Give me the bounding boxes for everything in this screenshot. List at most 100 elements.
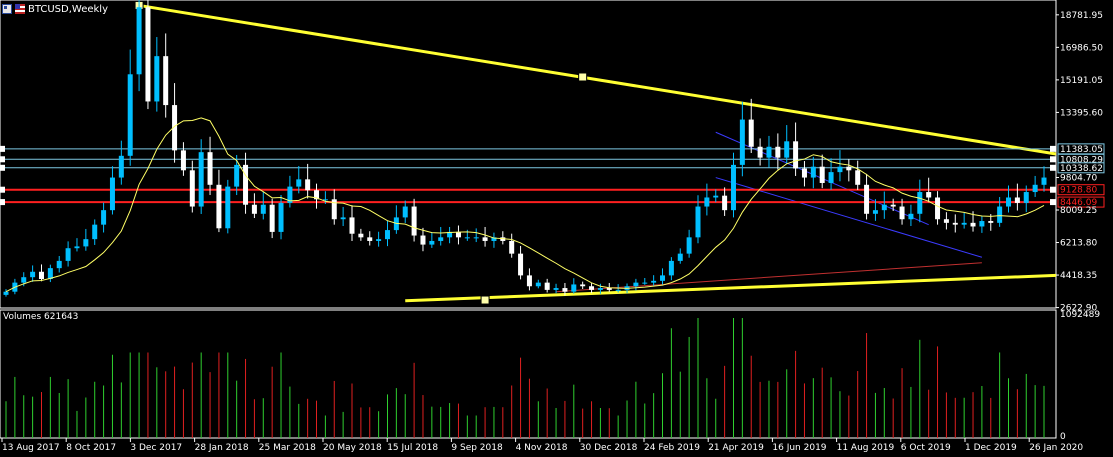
candle-body bbox=[1023, 192, 1029, 203]
line-handle[interactable] bbox=[1050, 156, 1056, 163]
trendline-anchor-handle[interactable] bbox=[578, 72, 588, 82]
candle-body bbox=[1032, 184, 1038, 193]
time-tick-label: 20 May 2018 bbox=[323, 443, 382, 453]
candle-body bbox=[207, 152, 213, 185]
time-tick-label: 15 Jul 2018 bbox=[387, 443, 438, 453]
time-tick-label: 13 Aug 2017 bbox=[2, 443, 60, 453]
line-handle[interactable] bbox=[1050, 145, 1056, 152]
candle-body bbox=[890, 204, 896, 207]
candle-body bbox=[420, 235, 426, 245]
candle-body bbox=[526, 275, 532, 287]
time-tick-label: 26 Jan 2020 bbox=[1029, 443, 1083, 453]
candle-body bbox=[411, 206, 417, 236]
candle-body bbox=[660, 275, 666, 281]
candle-body bbox=[997, 206, 1003, 223]
time-tick-label: 9 Sep 2018 bbox=[451, 443, 503, 453]
time-tick-label: 21 Apr 2019 bbox=[708, 443, 764, 453]
chart-title-bar: BTCUSD,Weekly bbox=[2, 2, 108, 16]
candle-body bbox=[21, 277, 27, 283]
candle-body bbox=[544, 282, 550, 290]
candle-body bbox=[722, 195, 728, 211]
moving-average-layer bbox=[5, 117, 1045, 293]
candle-body bbox=[438, 237, 444, 241]
volume-indicator-label: Volumes 621643 bbox=[3, 312, 79, 322]
line-handle[interactable] bbox=[1050, 186, 1056, 193]
candle-body bbox=[30, 271, 36, 278]
candle-body bbox=[402, 206, 408, 218]
bitcoin-flag-icon bbox=[2, 4, 12, 14]
time-tick-label: 25 Mar 2018 bbox=[259, 443, 316, 453]
candle-body bbox=[553, 288, 559, 290]
candle-body bbox=[784, 141, 790, 158]
candle-body bbox=[367, 237, 373, 241]
candle-body bbox=[819, 166, 825, 183]
candle-body bbox=[899, 206, 905, 220]
line-handle[interactable] bbox=[0, 156, 5, 163]
price-label: 11383.05 bbox=[1060, 145, 1103, 155]
line-handle[interactable] bbox=[0, 145, 5, 152]
candle-body bbox=[668, 260, 674, 276]
time-tick-label: 1 Dec 2019 bbox=[965, 443, 1017, 453]
candle-body bbox=[109, 177, 115, 211]
volume-tick-label: 0 bbox=[1060, 432, 1066, 442]
candle-body bbox=[908, 213, 914, 220]
price-label-box bbox=[1057, 184, 1105, 196]
time-tick-label: 28 Jan 2018 bbox=[195, 443, 249, 453]
candle-body bbox=[642, 282, 648, 284]
candle-body bbox=[979, 221, 985, 227]
candle-body bbox=[686, 237, 692, 254]
price-label: 8446.09 bbox=[1060, 198, 1097, 208]
channel-lower-line[interactable] bbox=[715, 177, 983, 258]
candle-body bbox=[695, 206, 701, 238]
candle-body bbox=[127, 74, 133, 156]
usd-flag-icon bbox=[15, 4, 25, 14]
time-tick-label: 11 Aug 2019 bbox=[837, 443, 895, 453]
candle-body bbox=[589, 286, 595, 290]
candle-body bbox=[251, 204, 257, 214]
price-tick-label: 6213.80 bbox=[1060, 239, 1097, 249]
candle-body bbox=[1014, 197, 1020, 203]
line-handle[interactable] bbox=[0, 164, 5, 171]
candle-body bbox=[571, 284, 577, 292]
time-tick-label: 8 Oct 2017 bbox=[66, 443, 116, 453]
candle-body bbox=[278, 202, 284, 232]
candle-body bbox=[677, 253, 683, 261]
candle-body bbox=[500, 237, 506, 241]
line-handle[interactable] bbox=[1050, 199, 1056, 206]
candle-body bbox=[154, 56, 160, 102]
candle-body bbox=[464, 237, 470, 239]
candle-body bbox=[828, 172, 834, 183]
candle-body bbox=[296, 179, 302, 187]
candle-body bbox=[136, 7, 142, 75]
candle-body bbox=[65, 248, 71, 261]
candle-body bbox=[234, 164, 240, 187]
candle-body bbox=[846, 166, 852, 171]
candle-body bbox=[260, 204, 266, 214]
price-label: 10338.62 bbox=[1060, 164, 1103, 174]
candle-body bbox=[739, 119, 745, 165]
candle-body bbox=[83, 239, 89, 247]
resistance-trendline[interactable] bbox=[138, 3, 1057, 156]
candle-body bbox=[810, 166, 816, 178]
candle-body bbox=[491, 237, 497, 241]
candle-body bbox=[562, 288, 568, 292]
candle-body bbox=[864, 184, 870, 214]
support-trendline[interactable] bbox=[405, 273, 1057, 303]
candle-body bbox=[145, 7, 151, 102]
time-tick-label: 6 Oct 2019 bbox=[901, 443, 951, 453]
candle-body bbox=[1041, 177, 1047, 185]
candle-body bbox=[926, 192, 932, 198]
line-handle[interactable] bbox=[1050, 164, 1056, 171]
trendline-anchor-handle[interactable] bbox=[480, 295, 490, 305]
price-tick-label: 16986.50 bbox=[1060, 43, 1103, 53]
price-tick-label: 9804.70 bbox=[1060, 173, 1097, 183]
candle-body bbox=[172, 105, 178, 151]
candle-body bbox=[429, 240, 435, 245]
line-handle[interactable] bbox=[0, 199, 5, 206]
candle-body bbox=[118, 155, 124, 178]
candle-body bbox=[243, 164, 249, 205]
candle-body bbox=[314, 190, 320, 200]
candle-body bbox=[358, 233, 364, 238]
line-handle[interactable] bbox=[0, 186, 5, 193]
